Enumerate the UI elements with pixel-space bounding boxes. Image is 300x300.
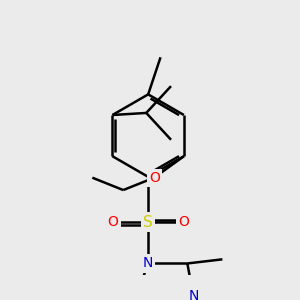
- Text: N: N: [188, 290, 199, 300]
- Text: N: N: [143, 256, 153, 271]
- Text: O: O: [149, 171, 160, 185]
- Text: S: S: [143, 215, 153, 230]
- Text: O: O: [108, 215, 118, 229]
- Text: O: O: [178, 215, 189, 229]
